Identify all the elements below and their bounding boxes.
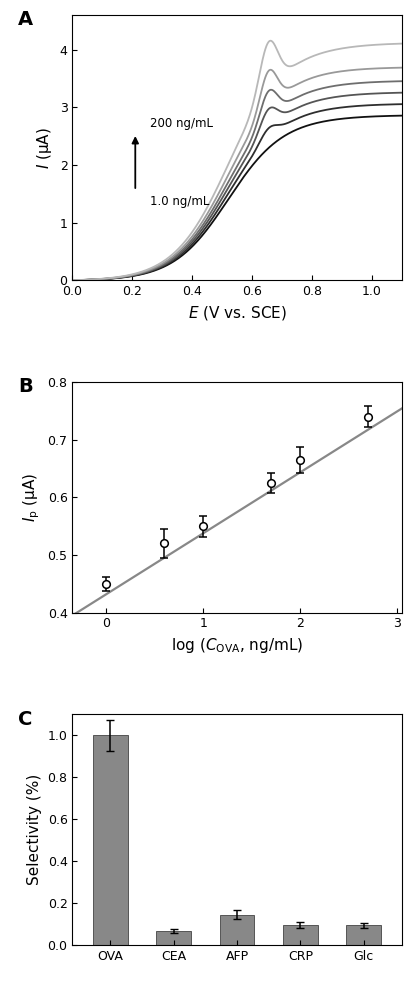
Y-axis label: $I_\mathregular{p}$ (μA): $I_\mathregular{p}$ (μA) xyxy=(21,473,42,522)
Bar xyxy=(282,925,317,945)
Bar xyxy=(219,915,254,945)
Y-axis label: Selectivity (%): Selectivity (%) xyxy=(27,774,42,885)
Text: 200 ng/mL: 200 ng/mL xyxy=(150,117,213,130)
Bar xyxy=(345,925,380,945)
Text: C: C xyxy=(18,710,33,729)
Y-axis label: $I$ (μA): $I$ (μA) xyxy=(35,127,54,169)
X-axis label: $E$ (V vs. SCE): $E$ (V vs. SCE) xyxy=(187,304,286,322)
Bar xyxy=(156,931,191,945)
Text: B: B xyxy=(18,377,33,396)
Text: A: A xyxy=(18,10,33,29)
Bar xyxy=(93,735,128,945)
Text: 1.0 ng/mL: 1.0 ng/mL xyxy=(150,195,209,208)
X-axis label: log ($C_\mathregular{OVA}$, ng/mL): log ($C_\mathregular{OVA}$, ng/mL) xyxy=(171,636,302,655)
